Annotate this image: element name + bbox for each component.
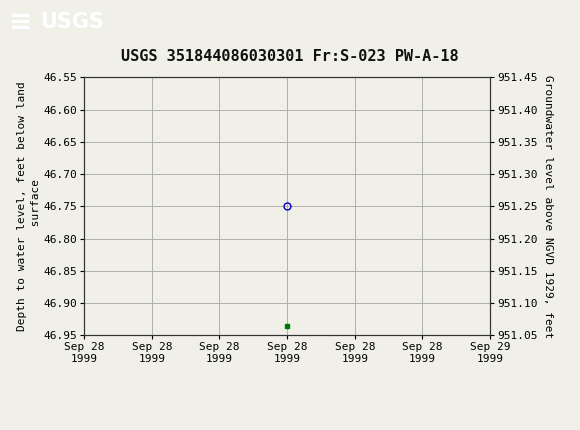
- Text: USGS 351844086030301 Fr:S-023 PW-A-18: USGS 351844086030301 Fr:S-023 PW-A-18: [121, 49, 459, 64]
- Y-axis label: Groundwater level above NGVD 1929, feet: Groundwater level above NGVD 1929, feet: [543, 75, 553, 338]
- Text: ≡: ≡: [9, 8, 32, 36]
- Legend: Period of approved data: Period of approved data: [179, 425, 396, 430]
- Text: USGS: USGS: [41, 12, 104, 32]
- Y-axis label: Depth to water level, feet below land
 surface: Depth to water level, feet below land su…: [17, 82, 41, 331]
